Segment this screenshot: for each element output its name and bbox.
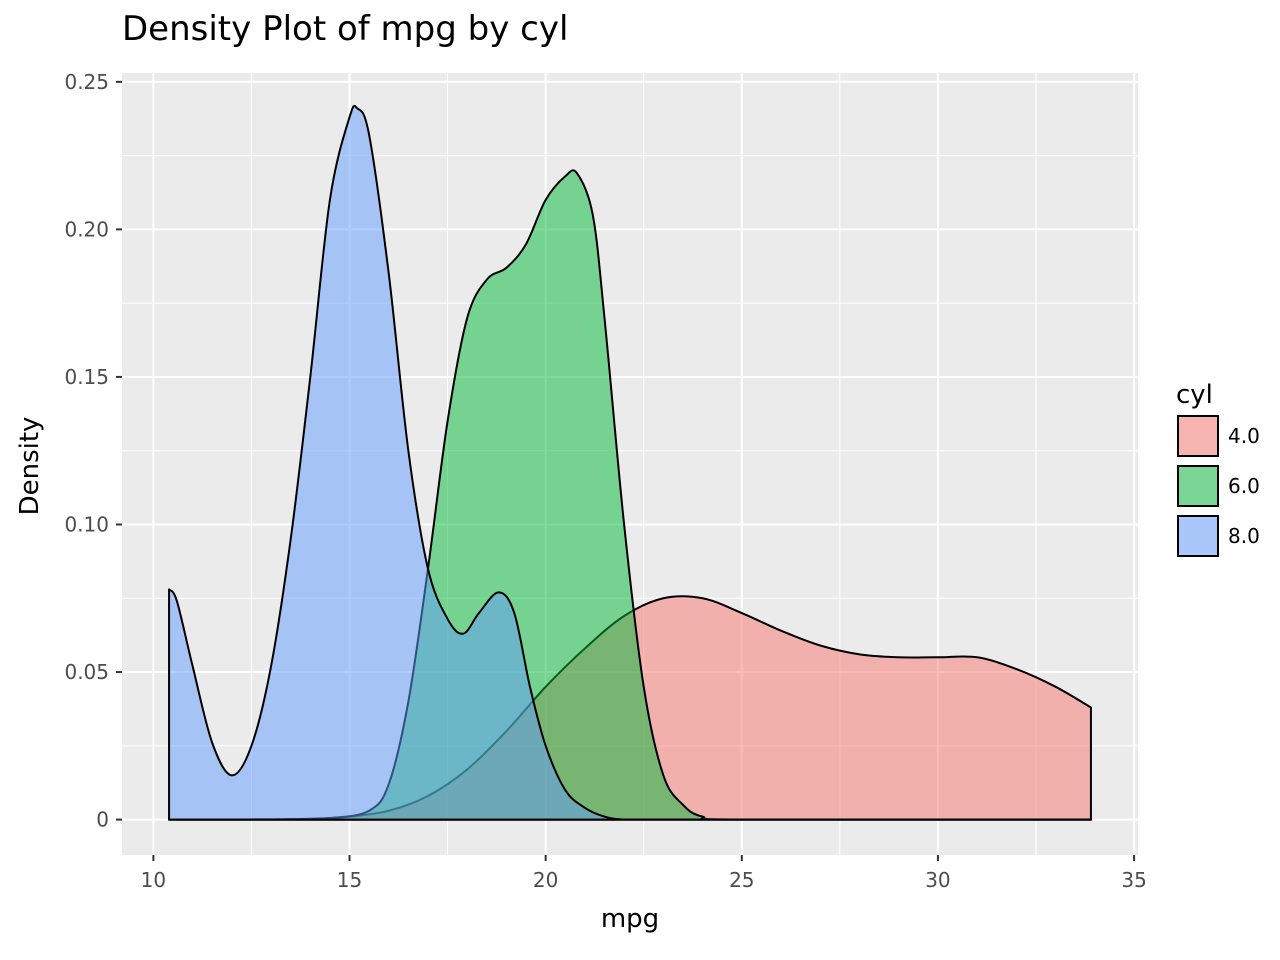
legend-label: 8.0 xyxy=(1228,524,1260,548)
x-tick-label: 30 xyxy=(925,868,950,892)
x-tick-label: 10 xyxy=(141,868,166,892)
y-tick-label: 0.20 xyxy=(64,217,109,241)
density-area-cyl-8.0 xyxy=(168,104,1092,821)
legend-label: 6.0 xyxy=(1228,474,1260,498)
legend-label: 4.0 xyxy=(1228,424,1260,448)
legend-swatch xyxy=(1177,465,1219,507)
y-tick-label: 0 xyxy=(96,808,109,832)
y-tick-label: 0.25 xyxy=(64,70,109,94)
y-tick-label: 0.15 xyxy=(64,365,109,389)
x-tick-label: 20 xyxy=(533,868,558,892)
legend-title: cyl xyxy=(1176,380,1213,410)
y-axis: 0 0.05 0.10 0.15 0.20 0.25 xyxy=(64,70,122,832)
legend-swatch xyxy=(1177,515,1219,557)
x-axis: 10 15 20 25 30 35 xyxy=(141,855,1147,892)
density-areas xyxy=(168,104,1092,821)
legend-item-cyl-8.0: 8.0 xyxy=(1177,515,1260,557)
x-tick-label: 15 xyxy=(337,868,362,892)
legend-item-cyl-6.0: 6.0 xyxy=(1177,465,1260,507)
legend: cyl 4.0 6.0 8.0 xyxy=(1176,380,1260,557)
y-tick-label: 0.05 xyxy=(64,660,109,684)
chart-title: Density Plot of mpg by cyl xyxy=(122,9,568,49)
x-tick-label: 25 xyxy=(729,868,754,892)
legend-swatch xyxy=(1177,415,1219,457)
y-axis-title: Density xyxy=(15,417,45,516)
y-tick-label: 0.10 xyxy=(64,512,109,536)
x-tick-label: 35 xyxy=(1121,868,1146,892)
x-axis-title: mpg xyxy=(601,904,659,934)
legend-item-cyl-4.0: 4.0 xyxy=(1177,415,1260,457)
